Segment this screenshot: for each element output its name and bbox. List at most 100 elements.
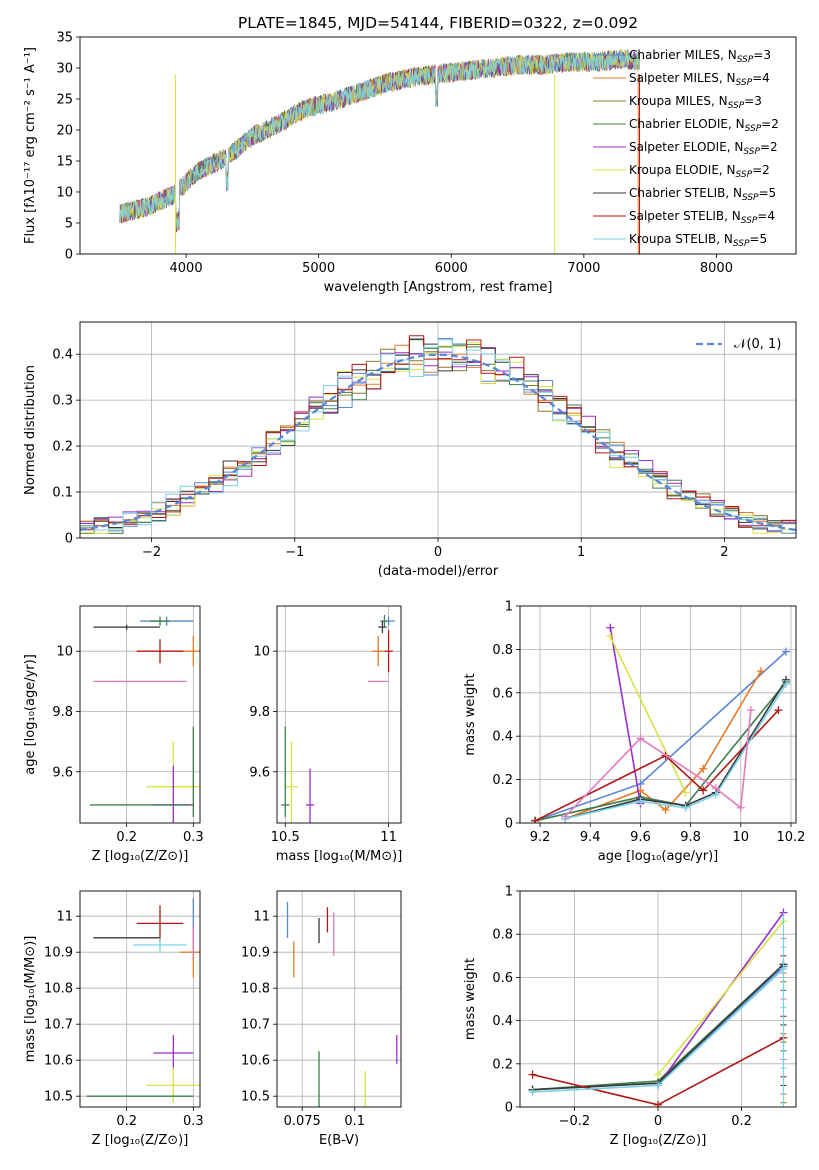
x-tick-label: 0.2 xyxy=(731,1114,752,1129)
series-line xyxy=(534,709,779,822)
y-axis-label: mass weight xyxy=(463,958,478,1040)
y-tick-label: 10.7 xyxy=(44,1018,73,1033)
y-tick-label: 0 xyxy=(505,817,513,832)
y-tick-label: 11 xyxy=(56,910,73,925)
y-tick-label: 0.4 xyxy=(52,348,73,363)
spectrum-line xyxy=(119,49,640,230)
plot-area xyxy=(286,901,398,1107)
y-tick-label: 5 xyxy=(65,217,73,232)
y-axis-label: mass weight xyxy=(463,673,478,755)
y-tick-label: 0.6 xyxy=(492,971,513,986)
y-tick-label: 10.5 xyxy=(241,1090,270,1105)
legend-suffix: =2 xyxy=(760,140,778,154)
panel-massweight-vs-age: 9.2 9.4 9.6 9.8 10 10.2 0 0.2 0.4 0.6 0.8 1 age [log… xyxy=(463,600,805,865)
x-tick-label: 2 xyxy=(720,545,728,560)
x-tick-label: 0.2 xyxy=(116,1114,137,1129)
plot-area xyxy=(80,335,796,538)
x-tick-label: 10.5 xyxy=(271,830,300,845)
y-tick-label: 1 xyxy=(505,885,513,900)
x-tick-label: 0.3 xyxy=(183,1114,204,1129)
y-tick-label: 0.4 xyxy=(492,730,513,745)
x-tick-label: 4000 xyxy=(170,261,203,276)
y-tick-label: 30 xyxy=(56,62,73,77)
y-tick-label: 10 xyxy=(253,645,270,660)
panel-mass-vs-Z: 0.2 0.3 10.5 10.6 10.7 10.8 10.9 11 Z [log₁₀(Z/Z… xyxy=(23,890,204,1148)
legend-suffix: =4 xyxy=(757,209,775,223)
series-line xyxy=(534,681,787,822)
spectrum-line xyxy=(119,48,640,231)
y-tick-label: 25 xyxy=(56,93,73,108)
legend-label: Chabrier STELIB, NSSP=5 xyxy=(629,186,776,203)
legend-subscript: SSP xyxy=(736,78,753,88)
legend-label: 𝒩(0, 1) xyxy=(734,337,781,352)
y-tick-label: 0 xyxy=(65,532,73,547)
y-tick-label: 9.6 xyxy=(52,765,73,780)
axes-frame xyxy=(79,605,201,824)
legend-subscript: SSP xyxy=(728,101,745,111)
x-tick-label: 7000 xyxy=(567,261,600,276)
x-tick-label: 8000 xyxy=(700,261,733,276)
legend-subscript: SSP xyxy=(743,147,760,157)
x-tick-label: 0.1 xyxy=(344,1114,365,1129)
figure-title: PLATE=1845, MJD=54144, FIBERID=0322, z=0… xyxy=(238,14,638,32)
y-tick-label: 10.9 xyxy=(44,946,73,961)
x-tick-label: 0.3 xyxy=(183,830,204,845)
y-tick-label: 9.8 xyxy=(52,705,73,720)
plot-area xyxy=(281,615,395,823)
x-tick-label: 0.075 xyxy=(284,1114,321,1129)
legend-suffix: =2 xyxy=(761,117,779,131)
y-tick-label: 20 xyxy=(56,124,73,139)
y-tick-label: 10 xyxy=(56,645,73,660)
legend: Chabrier MILES, NSSP=3 Salpeter MILES, NS… xyxy=(593,48,779,249)
y-tick-label: 0.6 xyxy=(492,686,513,701)
x-tick-label: 0 xyxy=(434,545,442,560)
plot-area xyxy=(86,898,200,1104)
legend-label: Salpeter MILES, NSSP=4 xyxy=(629,71,770,88)
x-axis-label: mass [log₁₀(M/M⊙)] xyxy=(276,849,403,864)
x-axis-label: Z [log₁₀(Z/Z⊙)] xyxy=(610,1133,707,1148)
y-tick-label: 0.4 xyxy=(492,1014,513,1029)
x-axis-label: age [log₁₀(age/yr)] xyxy=(598,849,719,864)
spectrum-line xyxy=(119,48,640,232)
plot-area xyxy=(528,908,788,1107)
x-tick-label: −1 xyxy=(285,545,304,560)
panel-massweight-vs-Z: −0.2 0 0.2 0 0.2 0.4 0.6 0.8 1 Z [log₁₀(Z/Z⊙)] mas… xyxy=(463,885,797,1148)
x-tick-label: −2 xyxy=(142,545,161,560)
panel-spectrum: 4000 5000 6000 7000 8000 0 5 10 15 20 25 30 35 wavele… xyxy=(23,31,797,295)
legend-suffix: =4 xyxy=(752,71,770,85)
y-tick-label: 0.2 xyxy=(492,773,513,788)
y-tick-label: 10.8 xyxy=(44,982,73,997)
normal-curve xyxy=(80,353,796,531)
x-tick-label: 9.4 xyxy=(580,830,601,845)
panel-residuals: −2 −1 0 1 2 0 0.1 0.2 0.3 0.4 (data-model)/error No… xyxy=(23,321,797,579)
legend-label: Salpeter ELODIE, NSSP=2 xyxy=(629,140,778,157)
y-tick-label: 0 xyxy=(505,1101,513,1116)
plot-area xyxy=(119,48,641,254)
y-tick-label: 0.3 xyxy=(52,394,73,409)
y-axis-label: age [log₁₀(age/yr)] xyxy=(23,654,38,775)
y-tick-label: 0.8 xyxy=(492,928,513,943)
y-tick-label: 0.1 xyxy=(52,486,73,501)
x-axis-label: Z [log₁₀(Z/Z⊙)] xyxy=(92,849,189,864)
x-tick-label: 11 xyxy=(380,830,397,845)
y-tick-label: 0.2 xyxy=(52,440,73,455)
plot-area xyxy=(531,623,790,823)
x-tick-label: 5000 xyxy=(302,261,335,276)
x-tick-label: 9.2 xyxy=(530,830,551,845)
y-tick-label: 9.8 xyxy=(249,705,270,720)
y-axis-label: Flux [fλ10⁻¹⁷ erg cm⁻² s⁻¹ A⁻¹] xyxy=(23,47,38,244)
axes-frame xyxy=(276,890,402,1108)
panel-age-vs-mass: 10.5 11 9.6 9.8 10 mass [log₁₀(M/M⊙)] xyxy=(249,605,403,864)
x-tick-label: −0.2 xyxy=(559,1114,591,1129)
x-tick-label: 10.2 xyxy=(777,830,806,845)
y-tick-label: 10.6 xyxy=(44,1054,73,1069)
y-tick-label: 10.6 xyxy=(241,1054,270,1069)
legend-label: Salpeter STELIB, NSSP=4 xyxy=(629,209,775,226)
series-line xyxy=(657,920,785,1076)
x-axis-label: E(B-V) xyxy=(319,1133,359,1148)
legend-subscript: SSP xyxy=(741,216,758,226)
x-axis-label: wavelength [Angstrom, rest frame] xyxy=(324,280,553,295)
axes-frame xyxy=(519,605,797,824)
y-tick-label: 9.6 xyxy=(249,765,270,780)
legend-subscript: SSP xyxy=(742,193,759,203)
